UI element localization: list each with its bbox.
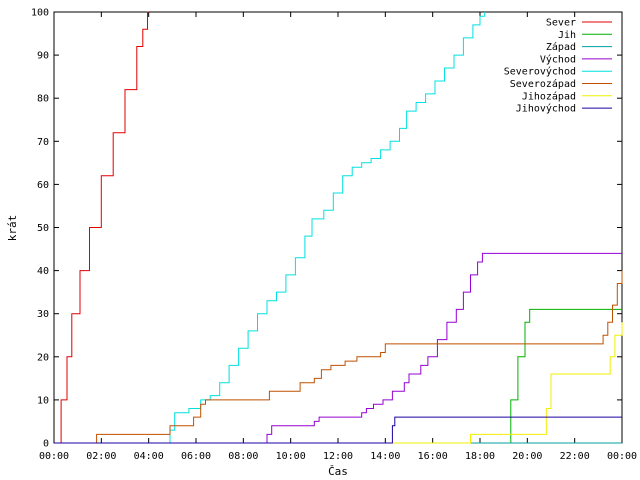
- x-tick-label: 00:00: [607, 451, 637, 462]
- legend-label: Jihovýchod: [516, 103, 576, 115]
- x-tick-label: 20:00: [512, 451, 542, 462]
- x-axis-label: Čas: [328, 465, 348, 478]
- y-tick-label: 30: [37, 309, 49, 320]
- y-tick-label: 20: [37, 352, 49, 363]
- legend-label: Jih: [558, 30, 576, 41]
- series-line: [54, 308, 622, 444]
- y-tick-label: 60: [37, 180, 49, 191]
- x-tick-label: 12:00: [323, 451, 353, 462]
- x-tick-label: 22:00: [560, 451, 590, 462]
- x-tick-label: 04:00: [134, 451, 164, 462]
- x-tick-label: 16:00: [418, 451, 448, 462]
- y-tick-label: 0: [43, 439, 49, 450]
- x-tick-label: 10:00: [276, 451, 306, 462]
- y-tick-label: 80: [37, 94, 49, 105]
- x-tick-label: 08:00: [228, 451, 258, 462]
- series-line: [54, 12, 486, 444]
- legend-label: Západ: [546, 41, 576, 53]
- x-tick-label: 18:00: [465, 451, 495, 462]
- y-tick-label: 50: [37, 223, 49, 234]
- legend-label: Severozápad: [510, 78, 576, 90]
- y-tick-label: 70: [37, 137, 49, 148]
- series-line: [54, 11, 149, 444]
- y-tick-label: 90: [37, 51, 49, 62]
- legend: SeverJihZápadVýchodSeverovýchodSeverozáp…: [504, 18, 612, 115]
- series-line: [54, 252, 622, 444]
- legend-label: Východ: [540, 53, 576, 65]
- x-tick-label: 06:00: [181, 451, 211, 462]
- series-layer: [54, 11, 623, 444]
- legend-label: Jihozápad: [522, 90, 576, 102]
- y-axis-label: krát: [6, 215, 19, 242]
- y-tick-label: 100: [31, 8, 49, 19]
- x-axis-ticks: 00:00 02:00 04:00 06:00 08:00 10:00 12:00 14:00…: [39, 12, 637, 462]
- series-line: [54, 322, 623, 444]
- y-tick-label: 10: [37, 395, 49, 406]
- y-axis-ticks: 0 10 20 30 40 50 60 70 80 90 100: [31, 8, 622, 450]
- x-tick-label: 02:00: [86, 451, 116, 462]
- y-tick-label: 40: [37, 266, 49, 277]
- series-line: [54, 416, 622, 444]
- x-tick-label: 14:00: [370, 451, 400, 462]
- x-tick-label: 00:00: [39, 451, 69, 462]
- legend-label: Sever: [546, 18, 576, 29]
- series-line: [54, 270, 623, 444]
- legend-label: Severovýchod: [504, 66, 576, 78]
